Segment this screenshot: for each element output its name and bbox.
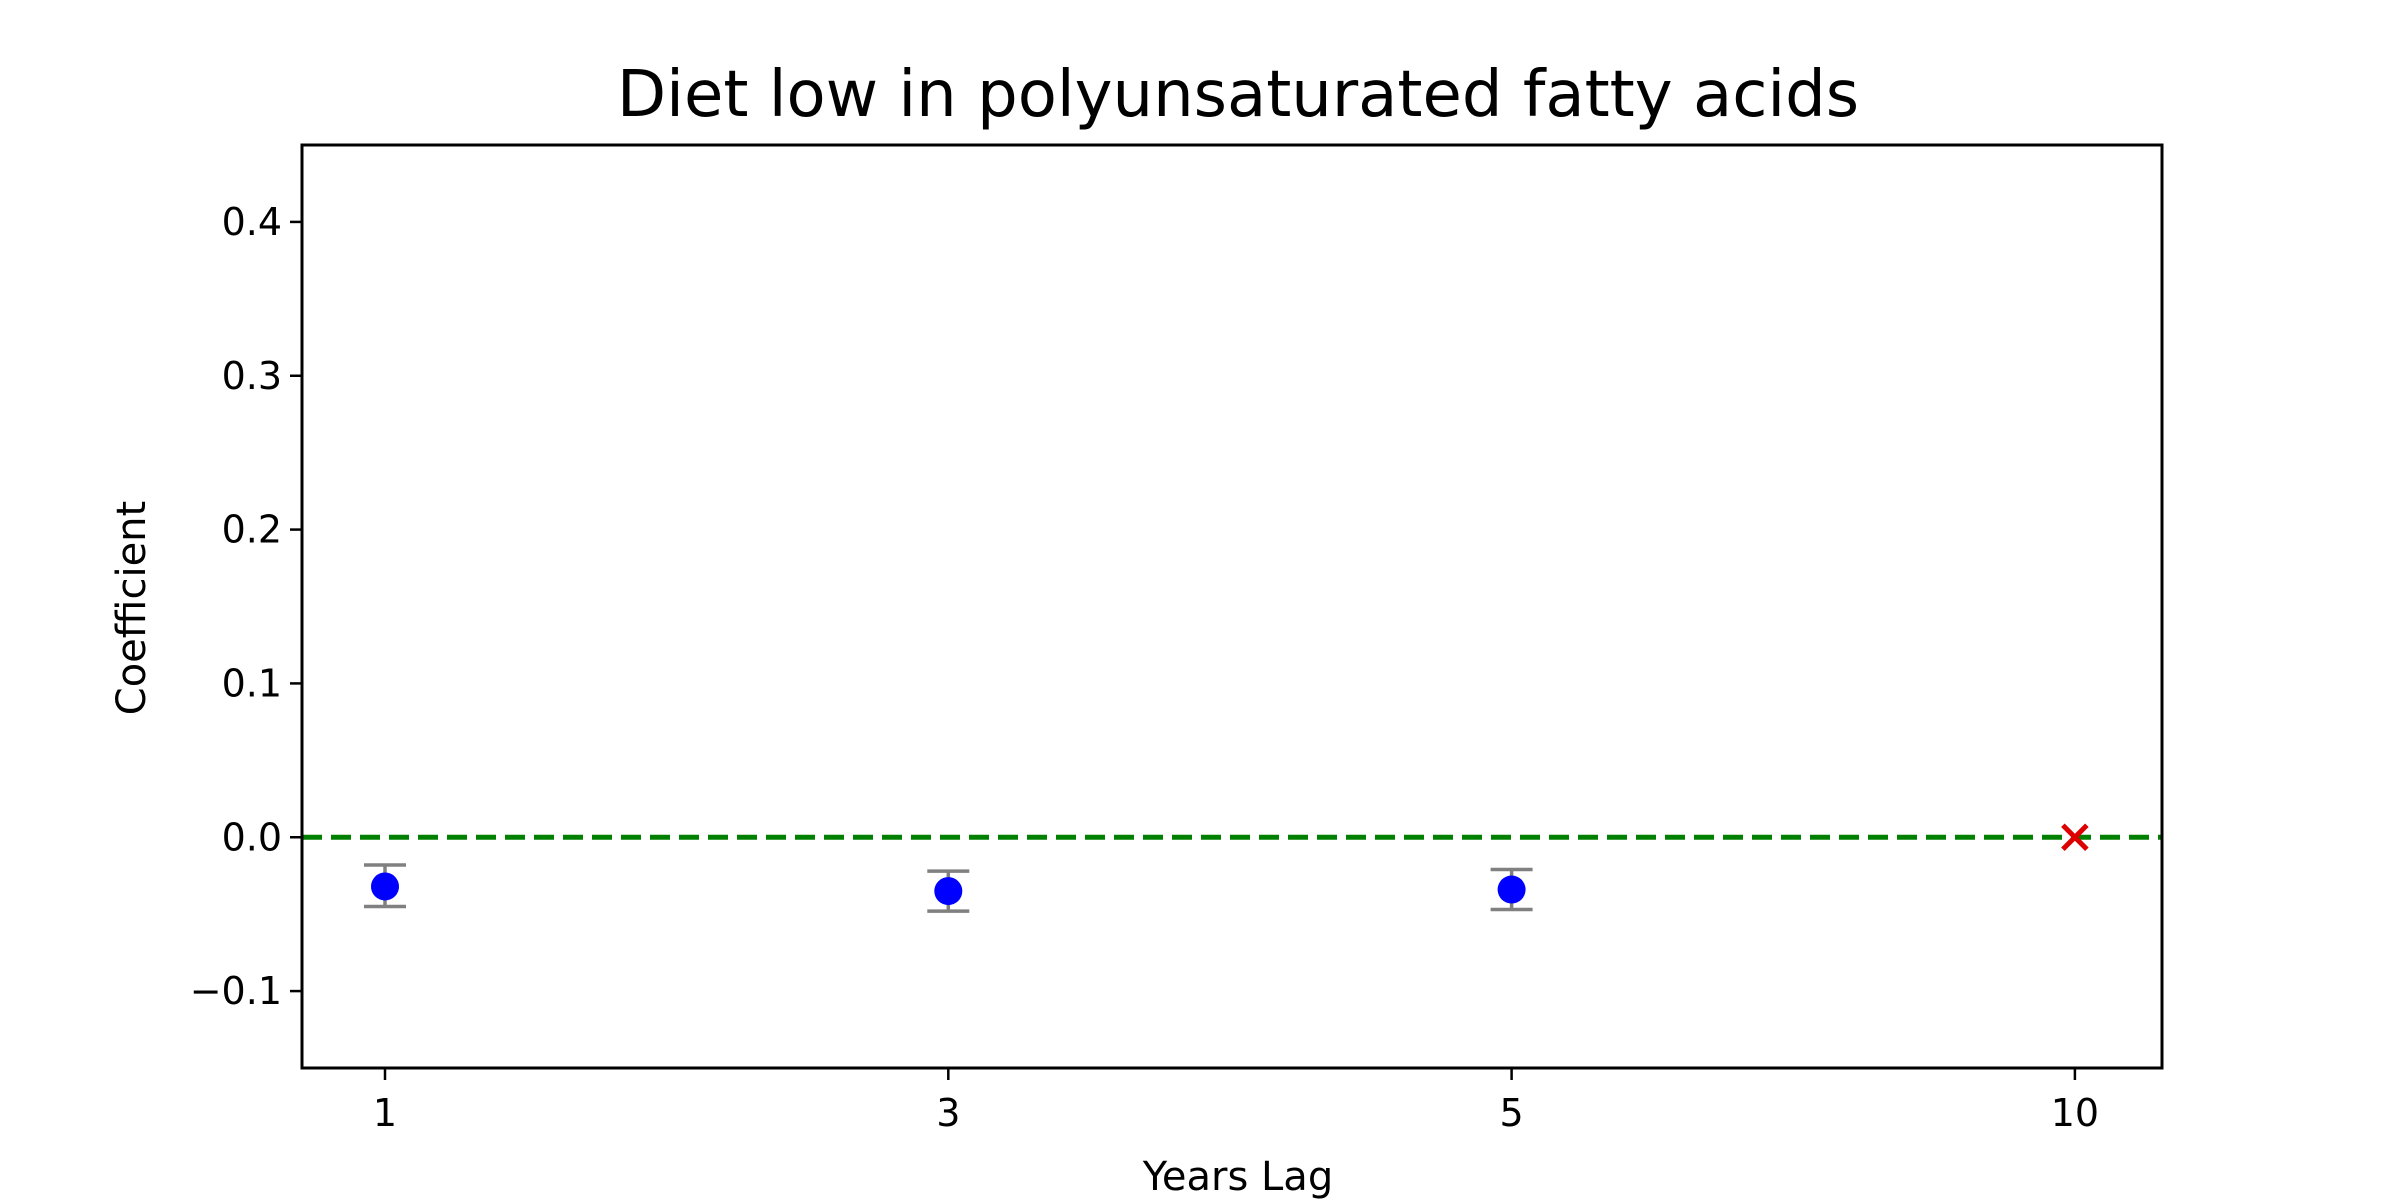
data-point-1 (371, 872, 399, 901)
x-axis-label: Years Lag (1142, 1154, 1333, 1200)
data-point-5 (1497, 875, 1526, 904)
y-tick-label: 0.0 (222, 815, 282, 859)
y-tick-label: 0.3 (222, 354, 282, 398)
y-tick-label: −0.1 (190, 969, 282, 1013)
y-axis-label: Coefficient (109, 501, 155, 715)
axes-frame (300, 143, 2164, 1070)
x-tick-label: 5 (1500, 1091, 1524, 1135)
data-point-10 (2061, 823, 2089, 852)
x-tick-label: 10 (2051, 1091, 2099, 1135)
y-tick-label: 0.1 (222, 661, 282, 705)
marker-stroke (2061, 823, 2089, 852)
data-point-3 (934, 877, 963, 906)
x-tick-label: 1 (373, 1091, 397, 1135)
y-tick-label: 0.4 (222, 200, 282, 244)
x-tick-label: 3 (936, 1091, 960, 1135)
y-tick-label: 0.2 (222, 508, 282, 552)
chart-title: Diet low in polyunsaturated fatty acids (617, 58, 1859, 132)
plot-area: −0.1 0.0 0.1 0.2 0.3 0.4 1 3 5 10 (190, 143, 2164, 1135)
